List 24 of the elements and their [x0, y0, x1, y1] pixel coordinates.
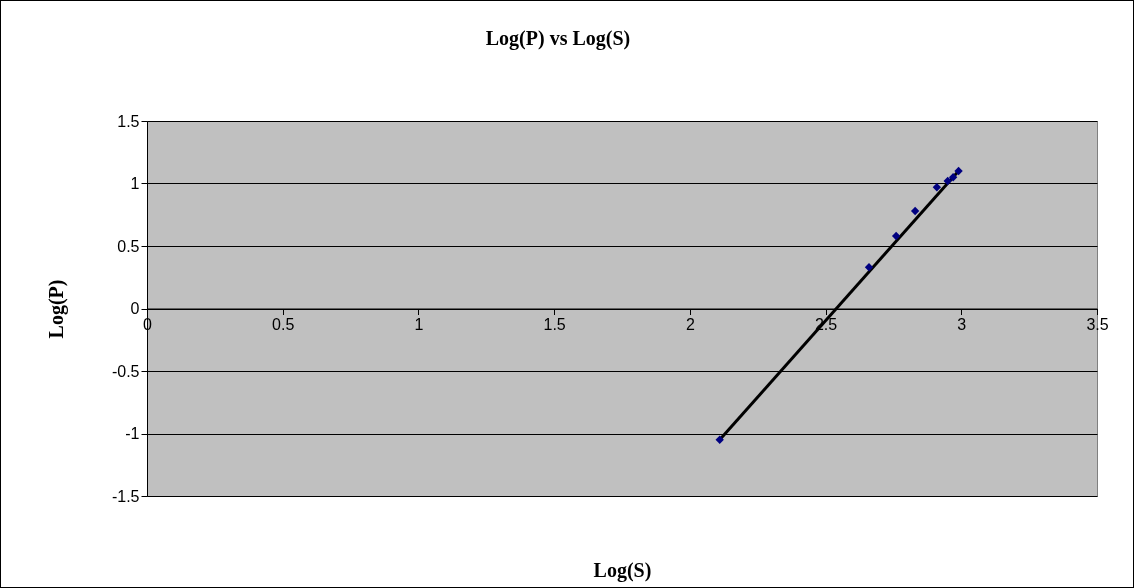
y-tick-label: 1.5 — [117, 112, 140, 130]
point — [948, 173, 958, 182]
x-tick-label: 1 — [414, 316, 424, 333]
y-tick-label: 1 — [130, 175, 140, 192]
x-tick-label: 0.5 — [272, 316, 295, 333]
point — [932, 183, 942, 192]
point — [891, 231, 901, 241]
x-tick-label: 3.5 — [1086, 316, 1109, 333]
point — [715, 435, 724, 444]
y-tick-label: 0.5 — [117, 237, 140, 255]
point — [910, 206, 920, 216]
y-tick-label: 0 — [130, 300, 140, 317]
y-tick-label: -1.5 — [111, 487, 140, 505]
point — [943, 176, 952, 186]
y-tick-label: -0.5 — [111, 362, 140, 380]
y-axis-title: Log(P) — [44, 279, 68, 339]
point — [954, 166, 963, 176]
x-tick-label: 1.5 — [543, 316, 566, 333]
x-tick-label: 3 — [957, 316, 967, 333]
chart-title: Log(P) vs Log(S) — [485, 27, 631, 50]
point — [864, 263, 874, 272]
x-axis-title: Log(S) — [593, 558, 652, 582]
x-tick-label: 2 — [685, 316, 695, 333]
y-tick-label: -1 — [125, 425, 140, 442]
